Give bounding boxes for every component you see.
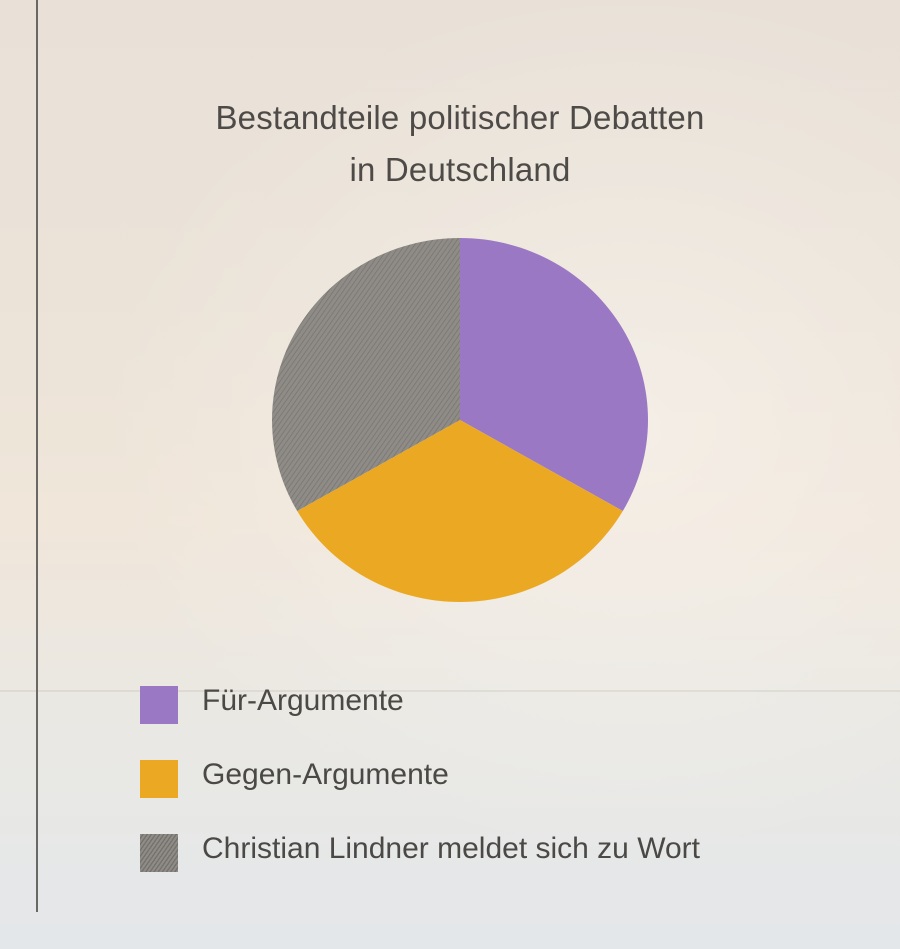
- legend: Für-Argumente Gegen-Argumente Christian …: [140, 680, 860, 902]
- legend-swatch-lindner: [140, 834, 178, 872]
- legend-item-lindner: Christian Lindner meldet sich zu Wort: [140, 828, 860, 886]
- chart-title-line-2: in Deutschland: [349, 151, 571, 188]
- legend-label-gegen-argumente: Gegen-Argumente: [202, 758, 449, 791]
- pie-slice-fuer-argumente: [460, 238, 648, 511]
- paper-fold: [0, 690, 900, 692]
- legend-label-lindner: Christian Lindner meldet sich zu Wort: [202, 832, 700, 865]
- chart-title-line-1: Bestandteile politischer Debatten: [215, 99, 705, 136]
- legend-swatch-gegen-argumente: [140, 760, 178, 798]
- pie-slice-lindner: [272, 238, 460, 511]
- legend-item-fuer-argumente: Für-Argumente: [140, 680, 860, 738]
- legend-swatch-fuer-argumente: [140, 686, 178, 724]
- chart-title: Bestandteile politischer Debatten in Deu…: [100, 92, 820, 196]
- pie-chart: [272, 238, 648, 602]
- pie-slice-gegen-argumente: [297, 420, 623, 602]
- legend-label-fuer-argumente: Für-Argumente: [202, 684, 404, 717]
- legend-item-gegen-argumente: Gegen-Argumente: [140, 754, 860, 812]
- margin-line: [36, 0, 38, 912]
